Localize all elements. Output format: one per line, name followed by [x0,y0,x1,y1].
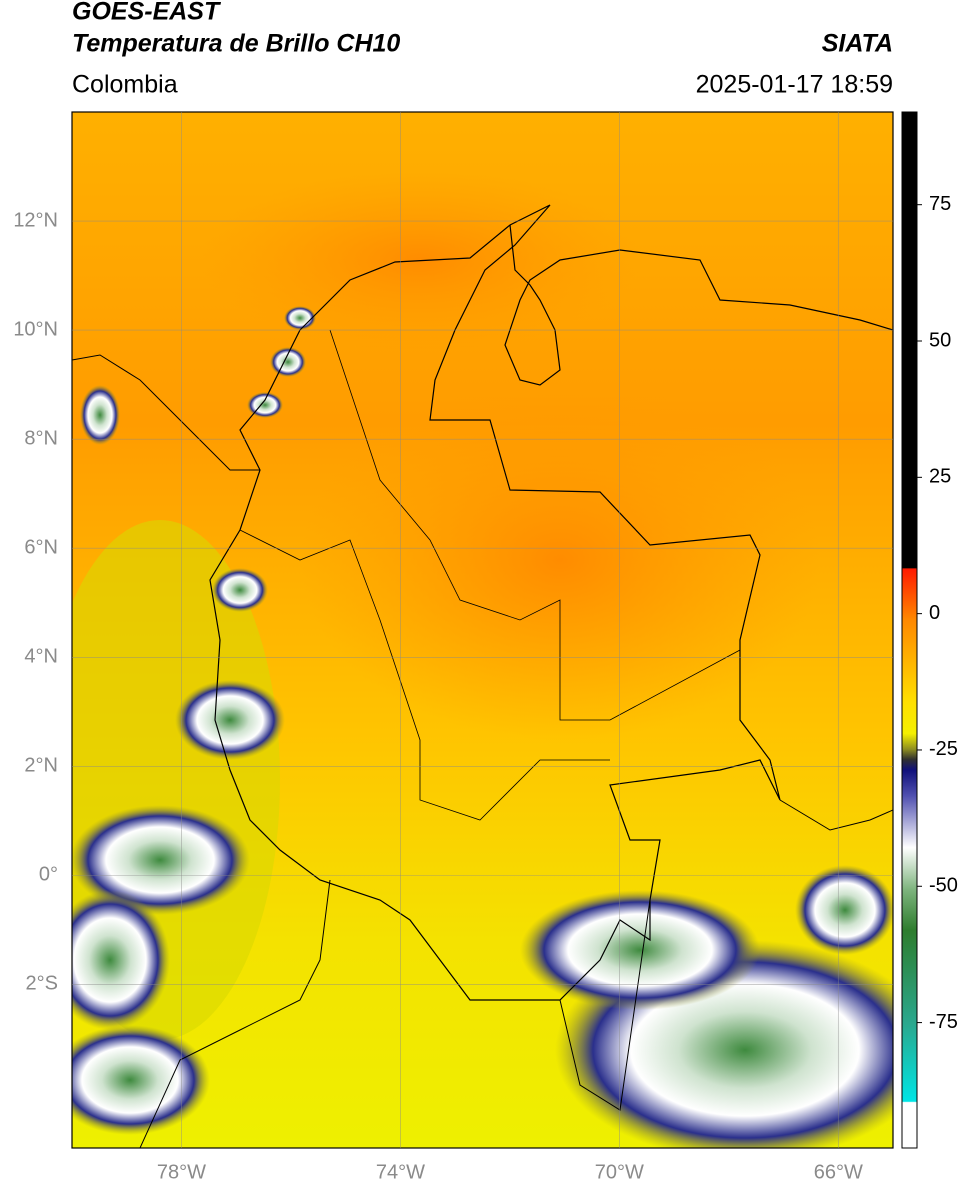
lon-tick-label: 74°W [376,1161,425,1183]
datetime: 2025-01-17 18:59 [696,71,893,99]
colorbar-tick-label: 75 [929,193,951,215]
lat-tick-label: 12°N [13,209,58,231]
region: Colombia [72,71,178,99]
lat-tick-label: 2°S [26,973,58,995]
colorbar-tick-label: 0 [929,602,940,624]
colorbar-tick-label: 25 [929,466,951,488]
lat-tick-label: 0° [39,864,58,886]
lon-tick-label: 66°W [814,1161,863,1183]
colorbar-tick-label: -25 [929,738,958,760]
title: Temperatura de Brillo CH10 [72,30,400,58]
lat-tick-label: 4°N [24,646,58,668]
map-image [72,112,893,1148]
brand: SIATA [822,30,893,58]
colorbar [901,111,918,1149]
lat-tick-label: 2°N [24,755,58,777]
map-frame [71,111,894,1149]
colorbar-tick-label: -75 [929,1011,958,1033]
lon-tick-label: 78°W [157,1161,206,1183]
colorbar-tick-label: 50 [929,329,951,351]
source: GOES-EAST [72,0,222,26]
lat-tick-label: 8°N [24,427,58,449]
lon-tick-label: 70°W [595,1161,644,1183]
lat-tick-label: 6°N [24,536,58,558]
lat-tick-label: 10°N [13,318,58,340]
colorbar-tick-label: -50 [929,875,958,897]
